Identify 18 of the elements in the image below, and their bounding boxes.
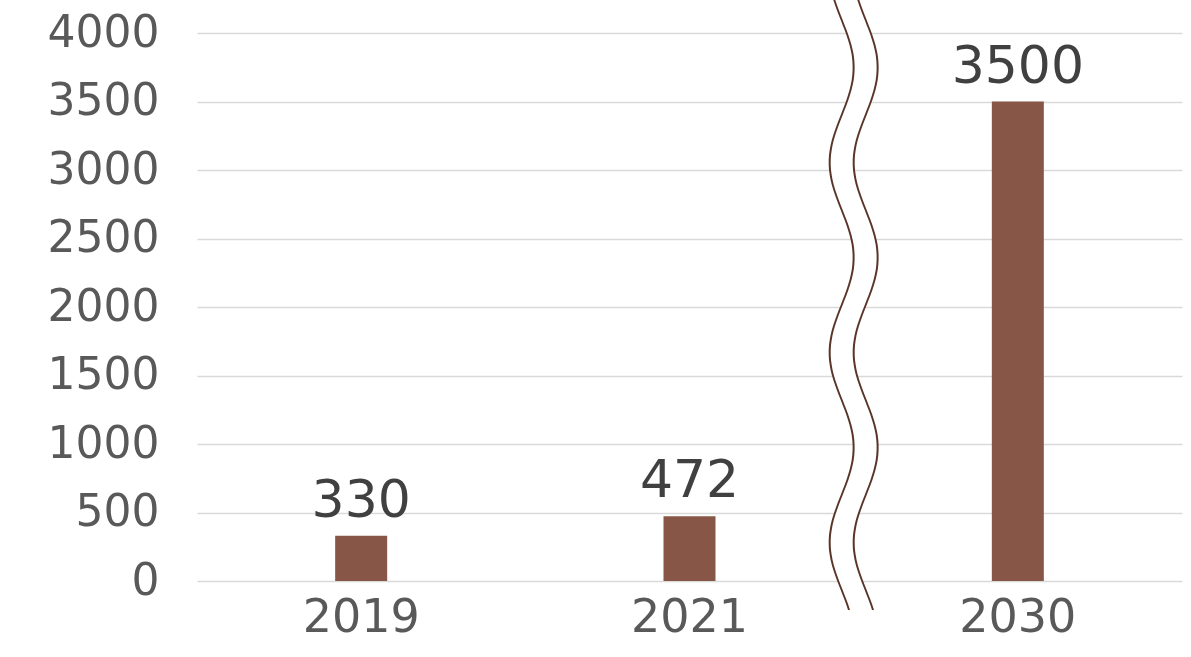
y-tick-label: 4000 (47, 5, 160, 57)
bar (663, 516, 716, 581)
data-label: 472 (639, 449, 740, 510)
y-tick-label: 500 (75, 485, 160, 536)
x-tick-label: 2021 (630, 588, 749, 643)
x-tick-label: 2030 (959, 588, 1077, 643)
y-tick-label: 2000 (47, 279, 160, 331)
y-tick-label: 0 (131, 553, 160, 605)
data-label: 3500 (951, 34, 1085, 95)
bar (991, 101, 1044, 581)
bar (335, 535, 388, 581)
y-tick-label: 1000 (47, 416, 160, 468)
y-tick-label: 3500 (47, 74, 160, 125)
x-tick-label: 2019 (302, 588, 420, 643)
y-tick-label: 3000 (47, 142, 160, 194)
y-tick-label: 1500 (47, 348, 160, 399)
y-tick-label: 2500 (47, 211, 160, 262)
data-label: 330 (311, 468, 411, 529)
